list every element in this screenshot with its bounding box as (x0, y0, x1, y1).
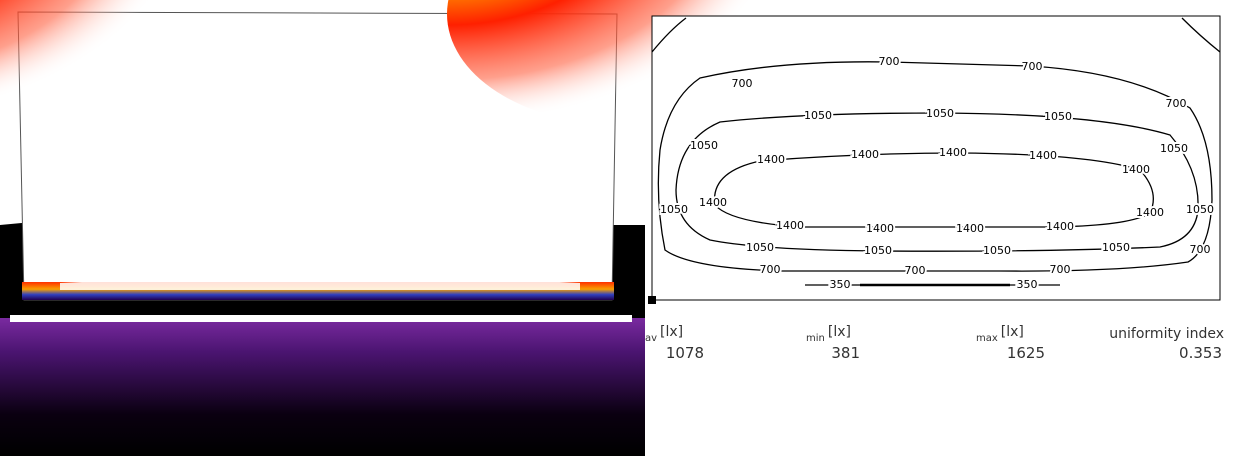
plot-frame (652, 16, 1220, 300)
contour-label: 700 (1190, 243, 1211, 256)
stat-value: 1078 (666, 344, 704, 362)
contour-label: 1400 (939, 146, 967, 159)
contour-label: 1050 (926, 107, 954, 120)
contour-label: 1400 (1046, 220, 1074, 233)
stat-symbol: max (976, 333, 998, 344)
contour-label: 1400 (956, 222, 984, 235)
stat-symbol: av (645, 333, 657, 344)
contour-label: 700 (1166, 97, 1187, 110)
stat-value: 0.353 (1179, 344, 1222, 362)
contour-label: 1050 (983, 244, 1011, 257)
contour-label: 1050 (690, 139, 718, 152)
contour-label: 1400 (776, 219, 804, 232)
contour-label: 1400 (1029, 149, 1057, 162)
contour-label: 700 (1050, 263, 1071, 276)
floor-glow (0, 318, 645, 456)
stat-header: av[lx] (645, 324, 683, 344)
contour-label: 1050 (1102, 241, 1130, 254)
contour-label: 1050 (1044, 110, 1072, 123)
contour-label: 350 (830, 278, 851, 291)
contour-label: 1400 (699, 196, 727, 209)
contour-label: 1050 (1186, 203, 1214, 216)
contour-label: 1050 (804, 109, 832, 122)
luminaire (10, 315, 632, 322)
stat-label: uniformity index (1109, 326, 1224, 342)
contour-label: 1400 (757, 153, 785, 166)
contour-label: 700 (732, 77, 753, 90)
contour-label: 1050 (660, 203, 688, 216)
page: 700 700 700 700 700 700 700 700 1050 1050 1050 1050… (0, 0, 1238, 456)
origin-marker (648, 296, 656, 304)
contour-label: 350 (1017, 278, 1038, 291)
contour-label: 700 (1022, 60, 1043, 73)
contour-label: 1050 (1160, 142, 1188, 155)
stat-unit: [lx] (1001, 324, 1024, 340)
stat-header: min[lx] (806, 324, 851, 344)
contour-label: 1400 (1136, 206, 1164, 219)
contour-label: 1050 (746, 241, 774, 254)
stat-value: 1625 (1007, 344, 1045, 362)
isolux-plot (648, 16, 1220, 304)
stat-unit: [lx] (828, 324, 851, 340)
stats: av[lx] 1078 min[lx] 381 max[lx] 1625 uni… (645, 324, 1224, 362)
contour-label: 700 (879, 55, 900, 68)
contour-label: 1400 (1122, 163, 1150, 176)
contour-label: 1400 (866, 222, 894, 235)
stat-unit: [lx] (660, 324, 683, 340)
stat-value: 381 (831, 344, 860, 362)
contour-label: 1400 (851, 148, 879, 161)
contour-label: 700 (905, 264, 926, 277)
stat-header: max[lx] (976, 324, 1024, 344)
contour-label: 700 (760, 263, 781, 276)
contour-label: 1050 (864, 244, 892, 257)
stat-symbol: min (806, 333, 825, 344)
